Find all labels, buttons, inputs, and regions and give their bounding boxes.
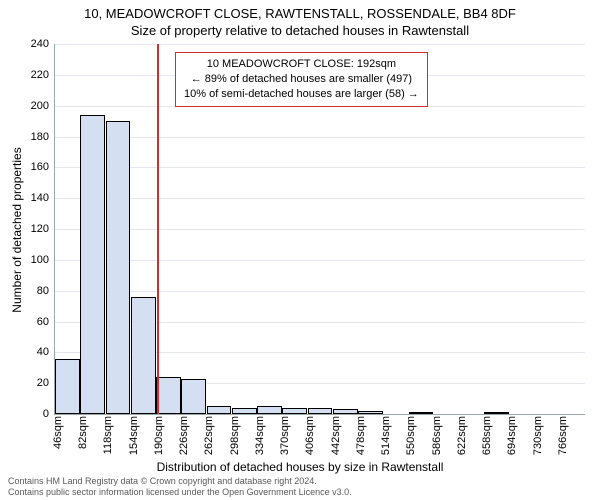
annotation-line-2: ← 89% of detached houses are smaller (49… <box>184 72 419 87</box>
histogram-bar <box>282 408 307 414</box>
percentile-marker <box>157 44 159 414</box>
x-tick-label: 370sqm <box>279 416 291 455</box>
y-tick-label: 160 <box>9 161 49 173</box>
y-tick-label: 80 <box>9 285 49 297</box>
gridline <box>55 229 585 230</box>
histogram-bar <box>156 377 181 414</box>
histogram-bar <box>484 412 509 414</box>
histogram-bar <box>106 121 131 414</box>
y-tick-label: 200 <box>9 100 49 112</box>
histogram-bar <box>55 359 80 415</box>
x-tick-label: 82sqm <box>77 416 89 449</box>
x-tick-label: 766sqm <box>557 416 569 455</box>
footer-line-1: Contains HM Land Registry data © Crown c… <box>8 476 352 487</box>
x-tick-label: 334sqm <box>254 416 266 455</box>
y-tick-label: 0 <box>9 408 49 420</box>
x-axis-label: Distribution of detached houses by size … <box>0 460 600 474</box>
y-tick-label: 140 <box>9 192 49 204</box>
footer-line-2: Contains public sector information licen… <box>8 487 352 498</box>
gridline <box>55 137 585 138</box>
x-tick-label: 226sqm <box>178 416 190 455</box>
title-line-1: 10, MEADOWCROFT CLOSE, RAWTENSTALL, ROSS… <box>0 6 600 23</box>
plot-wrap: 02040608010012014016018020022024046sqm82… <box>54 44 584 414</box>
histogram-bar <box>232 408 257 414</box>
x-tick-label: 154sqm <box>128 416 140 455</box>
gridline <box>55 291 585 292</box>
x-tick-label: 118sqm <box>102 416 114 454</box>
title-block: 10, MEADOWCROFT CLOSE, RAWTENSTALL, ROSS… <box>0 0 600 40</box>
annotation-line-3: 10% of semi-detached houses are larger (… <box>184 87 419 102</box>
x-tick-label: 190sqm <box>153 416 165 455</box>
y-tick-label: 100 <box>9 254 49 266</box>
gridline <box>55 198 585 199</box>
histogram-bar <box>308 408 333 414</box>
x-tick-label: 586sqm <box>431 416 443 455</box>
x-tick-label: 262sqm <box>203 416 215 455</box>
x-tick-label: 406sqm <box>304 416 316 455</box>
y-tick-label: 180 <box>9 131 49 143</box>
gridline <box>55 44 585 45</box>
histogram-bar <box>207 406 232 414</box>
histogram-bar <box>333 409 358 414</box>
chart-container: 10, MEADOWCROFT CLOSE, RAWTENSTALL, ROSS… <box>0 0 600 500</box>
x-tick-label: 622sqm <box>456 416 468 455</box>
x-tick-label: 550sqm <box>405 416 417 455</box>
histogram-bar <box>409 412 434 414</box>
y-tick-label: 120 <box>9 223 49 235</box>
histogram-bar <box>131 297 156 414</box>
plot-area: 02040608010012014016018020022024046sqm82… <box>54 44 585 415</box>
x-tick-label: 694sqm <box>506 416 518 455</box>
histogram-bar <box>358 411 383 414</box>
title-line-2: Size of property relative to detached ho… <box>0 23 600 40</box>
histogram-bar <box>257 406 282 414</box>
gridline <box>55 260 585 261</box>
y-tick-label: 20 <box>9 377 49 389</box>
x-tick-label: 730sqm <box>532 416 544 455</box>
annotation-line-1: 10 MEADOWCROFT CLOSE: 192sqm <box>184 57 419 72</box>
y-tick-label: 40 <box>9 346 49 358</box>
x-tick-label: 478sqm <box>355 416 367 455</box>
x-tick-label: 442sqm <box>330 416 342 455</box>
y-tick-label: 240 <box>9 38 49 50</box>
annotation-box: 10 MEADOWCROFT CLOSE: 192sqm← 89% of det… <box>175 52 428 107</box>
footer-attribution: Contains HM Land Registry data © Crown c… <box>8 476 352 498</box>
x-tick-label: 298sqm <box>229 416 241 455</box>
x-tick-label: 46sqm <box>52 416 64 449</box>
histogram-bar <box>181 379 206 414</box>
x-tick-label: 514sqm <box>380 416 392 455</box>
histogram-bar <box>80 115 105 414</box>
y-tick-label: 60 <box>9 316 49 328</box>
x-tick-label: 658sqm <box>481 416 493 455</box>
y-tick-label: 220 <box>9 69 49 81</box>
gridline <box>55 167 585 168</box>
